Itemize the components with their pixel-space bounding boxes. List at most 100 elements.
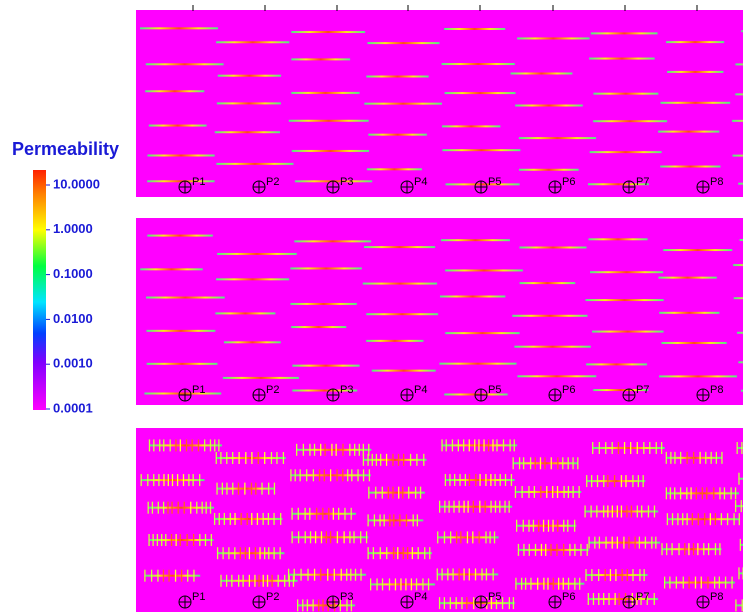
fracture	[658, 130, 720, 133]
fracture	[222, 376, 299, 379]
fracture	[586, 480, 646, 483]
fracture	[294, 240, 372, 243]
fracture	[658, 276, 717, 279]
fracture	[593, 92, 659, 95]
well-label: P3	[340, 384, 353, 396]
fracture	[662, 548, 722, 551]
fracture	[441, 125, 501, 128]
well-label: P5	[488, 384, 501, 396]
fracture	[217, 252, 297, 255]
fracture	[585, 299, 664, 302]
fracture	[513, 462, 579, 465]
fracture	[589, 151, 662, 154]
well-label: P4	[414, 384, 427, 396]
fracture	[445, 269, 523, 272]
fracture	[664, 581, 735, 584]
fracture	[741, 30, 743, 33]
fracture	[291, 91, 360, 94]
fracture	[732, 119, 743, 122]
fracture	[146, 296, 225, 299]
fracture	[216, 278, 290, 281]
fracture	[216, 162, 294, 165]
fracture	[439, 295, 506, 298]
fracture	[515, 490, 582, 493]
legend-label: 0.0001	[53, 400, 93, 415]
fracture	[733, 297, 743, 300]
fracture	[515, 104, 583, 107]
fracture	[217, 74, 282, 77]
fracture	[367, 42, 440, 45]
fracture	[445, 332, 520, 335]
well-label: P5	[488, 591, 501, 603]
fracture	[217, 552, 285, 555]
fracture	[592, 330, 664, 333]
fracture	[735, 93, 743, 96]
fracture-layer	[140, 234, 743, 396]
legend-label: 0.0010	[53, 356, 93, 371]
fracture	[144, 392, 222, 395]
fracture	[519, 246, 587, 249]
well-label: P8	[710, 176, 723, 188]
fracture	[216, 41, 290, 44]
well-label: P8	[710, 384, 723, 396]
fracture	[593, 120, 668, 123]
fracture	[442, 149, 521, 152]
fracture	[140, 27, 219, 30]
fracture	[735, 63, 743, 66]
fracture	[589, 57, 655, 60]
fracture	[290, 302, 357, 305]
well-label: P3	[340, 176, 353, 188]
well-label: P7	[636, 176, 649, 188]
fracture	[593, 389, 649, 392]
fracture	[659, 375, 737, 378]
fracture	[148, 506, 215, 509]
fracture	[149, 538, 214, 541]
fracture	[735, 505, 743, 508]
fracture	[147, 154, 215, 157]
fracture	[667, 70, 724, 73]
fracture	[444, 92, 516, 95]
well-label: P1	[192, 176, 205, 188]
fracture	[437, 536, 499, 539]
fracture	[370, 583, 435, 586]
fracture	[515, 582, 585, 585]
legend-label: 1.0000	[53, 221, 93, 236]
fracture	[738, 572, 743, 575]
fracture	[297, 604, 356, 607]
well-label: P7	[636, 384, 649, 396]
fracture	[146, 329, 216, 332]
well-label: P2	[266, 591, 279, 603]
fracture	[590, 32, 658, 35]
legend-label: 10.0000	[53, 176, 100, 191]
fracture	[292, 512, 357, 515]
fracture	[740, 389, 743, 392]
fracture	[439, 505, 513, 508]
legend-label: 0.1000	[53, 266, 93, 281]
fracture	[439, 362, 517, 365]
panel-background	[136, 218, 743, 405]
fracture-layer	[140, 27, 743, 186]
legend-label: 0.0100	[53, 311, 93, 326]
fracture	[510, 72, 573, 75]
fracture	[588, 238, 648, 241]
well-label: P5	[488, 176, 501, 188]
fracture	[444, 393, 508, 396]
fracture	[663, 249, 733, 252]
fracture	[514, 345, 591, 348]
well-label: P4	[414, 176, 427, 188]
fracture	[368, 133, 427, 136]
fracture	[587, 183, 649, 186]
fracture	[296, 448, 372, 451]
fracture	[291, 31, 366, 34]
fracture	[292, 364, 360, 367]
well-label: P2	[266, 384, 279, 396]
fracture	[364, 102, 442, 105]
fracture	[733, 264, 743, 267]
fracture	[217, 487, 276, 490]
color-bar	[33, 170, 46, 410]
well-label: P1	[192, 384, 205, 396]
well-label: P6	[562, 384, 575, 396]
fracture	[148, 124, 207, 127]
fracture	[215, 312, 276, 315]
fracture	[216, 102, 281, 105]
